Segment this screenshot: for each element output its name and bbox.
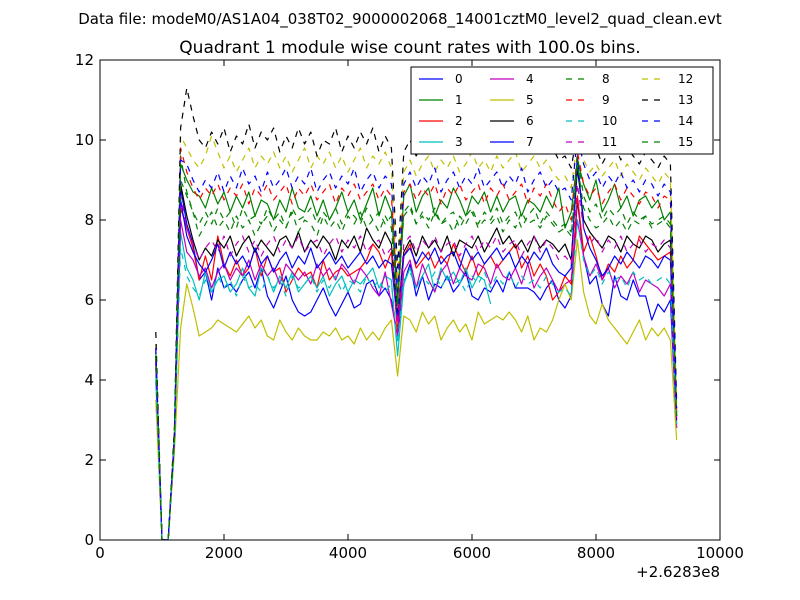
legend-frame [410, 66, 714, 155]
legend-label-11: 11 [602, 135, 617, 149]
y-tick-label: 8 [84, 211, 94, 229]
series-line-13 [155, 87, 678, 540]
x-tick-label: 2000 [205, 544, 243, 562]
series-line-10 [155, 219, 678, 540]
x-tick-label: 0 [95, 544, 105, 562]
series-line-11 [155, 183, 678, 540]
legend-label-13: 13 [678, 93, 693, 107]
legend-label-9: 9 [602, 93, 610, 107]
y-tick-label: 12 [75, 51, 94, 69]
series-layer [155, 87, 678, 540]
legend-label-5: 5 [526, 93, 534, 107]
series-line-9 [155, 147, 678, 540]
legend-label-15: 15 [678, 135, 693, 149]
y-tick-label: 10 [75, 131, 94, 149]
series-line-12 [155, 135, 678, 540]
legend-label-14: 14 [678, 114, 693, 128]
legend-label-4: 4 [526, 72, 534, 86]
y-tick-label: 6 [84, 291, 94, 309]
x-tick-label: 8000 [577, 544, 615, 562]
y-tick-label: 2 [84, 451, 94, 469]
legend-label-8: 8 [602, 72, 610, 86]
series-line-0 [155, 187, 678, 540]
legend-label-3: 3 [455, 135, 463, 149]
legend-label-7: 7 [526, 135, 534, 149]
legend-label-6: 6 [526, 114, 534, 128]
legend-label-10: 10 [602, 114, 617, 128]
chart-title: Quadrant 1 module wise count rates with … [179, 38, 640, 58]
legend-label-12: 12 [678, 72, 693, 86]
series-line-6 [155, 167, 678, 540]
x-tick-label: 6000 [453, 544, 491, 562]
y-tick-label: 0 [84, 531, 94, 549]
series-line-5 [155, 239, 678, 540]
x-offset-label: +2.6283e8 [636, 563, 720, 581]
legend-label-0: 0 [455, 72, 463, 86]
figure-suptitle: Data file: modeM0/AS1A04_038T02_90000020… [78, 10, 722, 29]
legend-label-1: 1 [455, 93, 463, 107]
series-line-1 [155, 159, 678, 540]
x-tick-label: 10000 [696, 544, 744, 562]
series-line-15 [155, 155, 678, 540]
series-line-7 [155, 155, 678, 540]
x-tick-label: 4000 [329, 544, 367, 562]
y-tick-label: 4 [84, 371, 94, 389]
legend-label-2: 2 [455, 114, 463, 128]
